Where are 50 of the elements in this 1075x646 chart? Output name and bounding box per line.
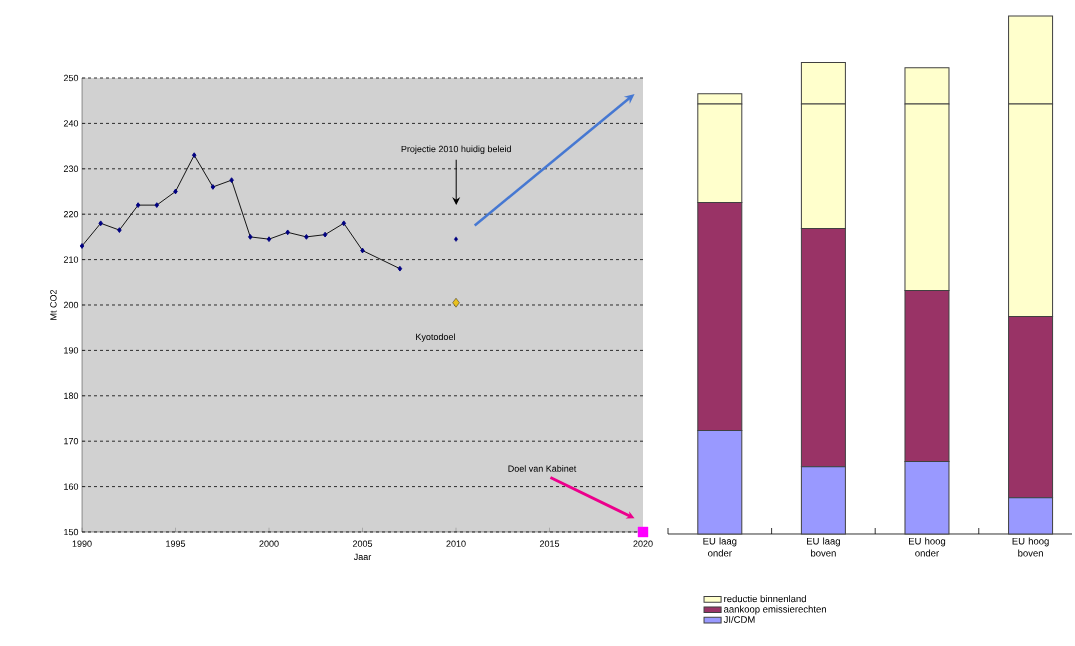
point (341, 220, 347, 227)
point (135, 202, 141, 208)
point (454, 236, 459, 242)
x-tick-label: 1990 (72, 540, 92, 547)
legend-label: reductie binnenland (724, 595, 806, 603)
y-tick-label: 250 (63, 74, 79, 82)
point (452, 298, 460, 308)
point (322, 231, 328, 238)
point (210, 184, 216, 190)
x-tick-label: EU laag onder (703, 537, 737, 557)
legend-label: aankoop emissierechten (724, 605, 826, 615)
x-tick-label: 1995 (166, 540, 186, 547)
x-tick-label: EU hoog onder (909, 537, 946, 557)
point (248, 234, 253, 240)
y-tick-label: 170 (64, 438, 79, 445)
point (397, 265, 403, 272)
point (79, 243, 85, 249)
x-tick-label: 2010 (446, 540, 466, 547)
x-tick-label: 2000 (259, 540, 279, 547)
point (191, 152, 197, 159)
y-tick-label: 180 (64, 392, 79, 399)
point (285, 229, 290, 236)
x-tick-label: 2005 (352, 540, 373, 547)
y-tick-label: 230 (63, 165, 79, 172)
point (304, 234, 309, 240)
point (173, 188, 178, 195)
annotation: Projectie 2010 huidig beleid (401, 145, 511, 154)
x-tick-label: EU laag boven (807, 537, 840, 557)
y-tick-label: 220 (63, 211, 79, 218)
legend-label: JI/CDM (723, 615, 755, 623)
y-tick-label: 210 (63, 256, 79, 263)
annotation: Kyotodoel (416, 333, 455, 342)
annotation: Doel van Kabinet (508, 465, 577, 472)
x-tick-label: 2015 (539, 540, 560, 547)
point (637, 526, 649, 538)
x-tick-label: 2020 (633, 540, 653, 547)
y-tick-label: 200 (63, 301, 79, 309)
point (117, 227, 122, 233)
point (266, 236, 272, 243)
x-axis-title: Jaar (353, 553, 372, 561)
y-tick-label: 160 (64, 483, 79, 490)
point (229, 177, 234, 183)
y-axis-title: Mt CO2 (50, 289, 57, 320)
point (98, 220, 103, 227)
y-tick-label: 190 (64, 347, 79, 354)
x-tick-label: EU hoog boven (1012, 537, 1049, 557)
y-tick-label: 240 (63, 120, 79, 127)
point (360, 247, 365, 254)
point (154, 202, 160, 208)
y-tick-label: 150 (64, 528, 79, 536)
